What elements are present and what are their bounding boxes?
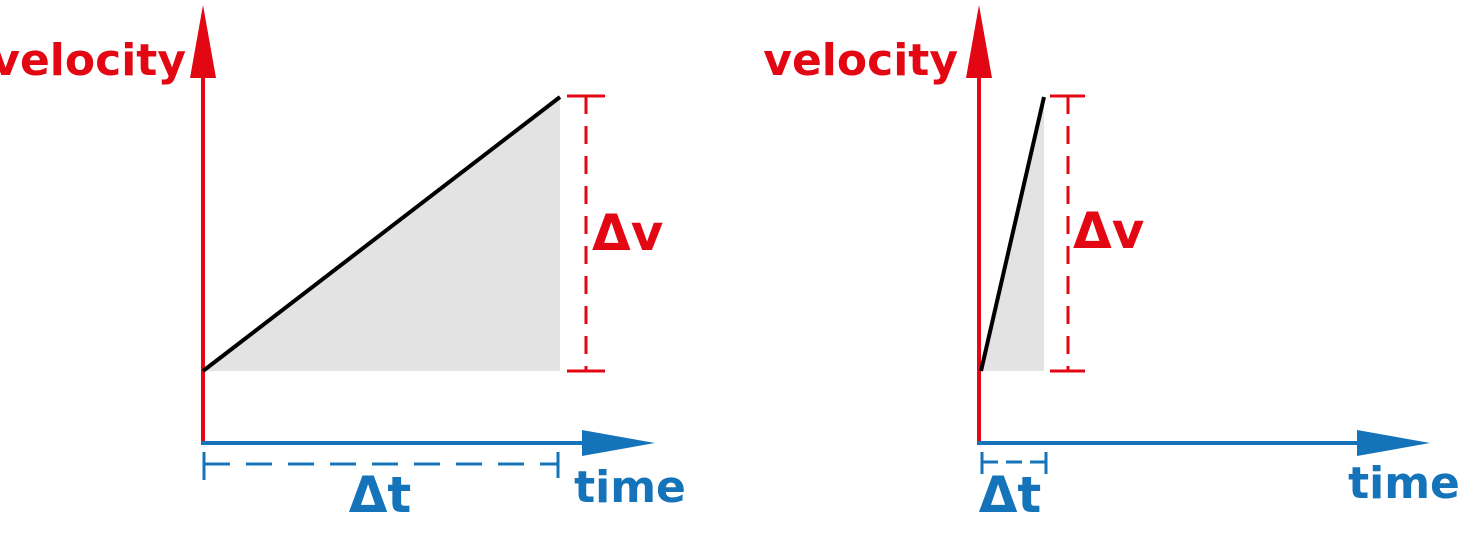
panel-gradual: velocity time Δv Δt	[0, 5, 686, 524]
time-axis-arrow	[1357, 430, 1430, 456]
velocity-line	[979, 96, 1046, 372]
panel-rapid: velocity time Δv Δt	[763, 5, 1460, 524]
time-label: time	[574, 462, 686, 513]
time-axis-arrow	[582, 430, 655, 456]
velocity-label: velocity	[763, 35, 958, 86]
delta-t-label: Δt	[349, 466, 412, 524]
delta-v-label: Δv	[592, 204, 663, 262]
velocity-axis-arrow	[190, 5, 216, 78]
velocity-line	[201, 95, 562, 373]
velocity-axis-arrow	[966, 5, 992, 78]
velocity-label: velocity	[0, 35, 186, 86]
delta-t-label: Δt	[979, 466, 1042, 524]
time-label: time	[1348, 458, 1460, 509]
delta-v-label: Δv	[1073, 202, 1144, 260]
